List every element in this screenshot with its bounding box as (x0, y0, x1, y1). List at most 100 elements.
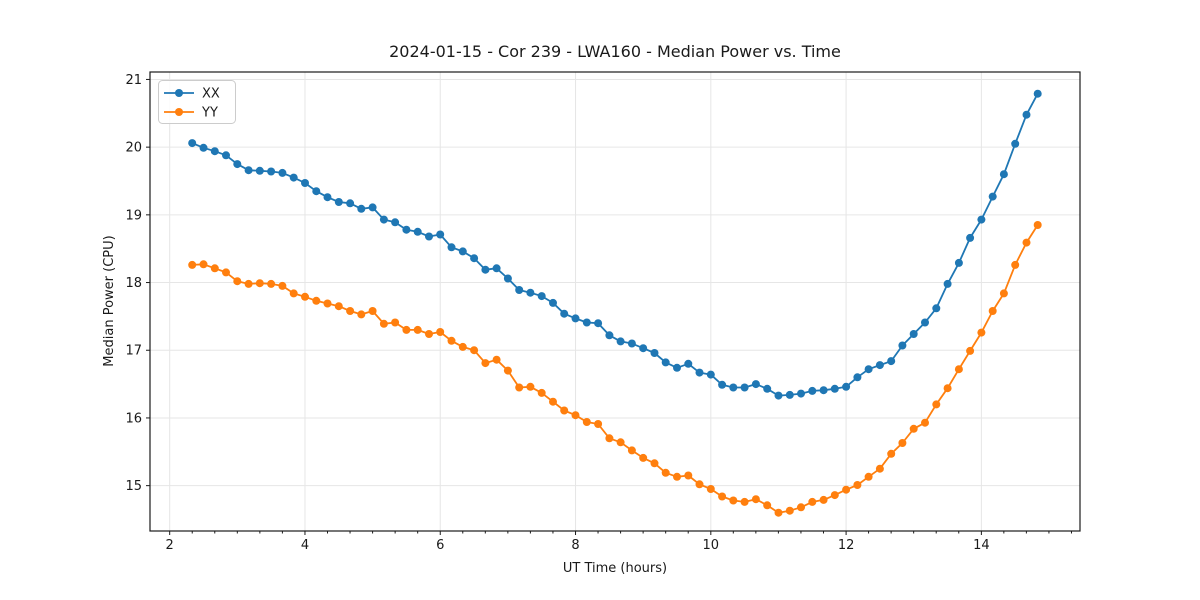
data-point-yy (605, 434, 614, 443)
data-point-yy (458, 342, 467, 351)
data-point-xx (560, 309, 569, 318)
data-point-yy (357, 310, 366, 319)
data-point-yy (639, 453, 648, 462)
data-point-xx (425, 232, 433, 241)
data-point-yy (650, 459, 659, 468)
data-point-yy (301, 292, 309, 301)
data-point-xx (898, 341, 907, 350)
data-point-xx (706, 370, 715, 379)
data-point-yy (921, 418, 929, 427)
data-point-xx (233, 160, 242, 169)
legend-label-xx: XX (202, 87, 220, 102)
data-point-yy (740, 497, 749, 506)
data-point-xx (402, 225, 411, 234)
y-tick-label-19: 19 (125, 208, 142, 223)
data-point-xx (334, 198, 343, 206)
data-point-yy (898, 439, 907, 447)
data-point-xx (526, 288, 535, 297)
data-point-yy (334, 302, 343, 311)
data-point-xx (763, 384, 772, 393)
data-point-xx (887, 357, 896, 366)
data-point-yy (391, 318, 400, 327)
x-tick-label-2: 2 (166, 538, 174, 553)
y-tick-label-18: 18 (125, 276, 142, 291)
data-point-yy (436, 328, 445, 336)
data-point-xx (954, 258, 963, 267)
y-tick-label-15: 15 (125, 479, 142, 494)
data-point-xx (639, 344, 648, 353)
data-point-yy (751, 495, 760, 504)
data-point-xx (695, 368, 704, 377)
data-point-yy (255, 279, 264, 288)
data-point-xx (819, 386, 828, 395)
data-point-xx (582, 318, 591, 327)
data-point-yy (718, 492, 727, 501)
series-line-xx (191, 92, 1039, 397)
data-point-yy (627, 446, 636, 455)
data-point-yy (188, 260, 197, 269)
data-point-yy (1011, 260, 1020, 269)
data-point-xx (571, 314, 580, 323)
data-point-xx (436, 230, 445, 239)
data-point-xx (774, 391, 783, 400)
data-point-yy (233, 277, 242, 286)
data-point-yy (560, 406, 569, 415)
data-point-xx (1033, 89, 1042, 98)
x-tick-label-10: 10 (703, 538, 720, 553)
data-point-yy (988, 307, 997, 315)
data-point-xx (379, 215, 388, 224)
data-point-yy (447, 336, 456, 345)
data-point-xx (289, 173, 298, 182)
series-layer (188, 89, 1042, 517)
data-point-xx (921, 318, 929, 327)
data-point-xx (616, 337, 625, 346)
data-point-xx (999, 170, 1008, 179)
data-point-xx (605, 331, 614, 340)
x-tick-label-12: 12 (838, 538, 855, 553)
data-point-yy (864, 472, 873, 481)
x-tick-label-6: 6 (436, 538, 444, 553)
chart-title: 2024-01-15 - Cor 239 - LWA160 - Median P… (389, 42, 841, 61)
data-point-yy (323, 299, 332, 308)
data-point-xx (458, 247, 467, 256)
data-point-yy (706, 485, 715, 493)
data-point-xx (244, 166, 253, 175)
data-point-yy (842, 485, 851, 494)
data-point-yy (943, 384, 952, 393)
data-point-yy (763, 501, 772, 510)
data-point-yy (954, 365, 963, 374)
data-point-xx (413, 227, 422, 236)
data-point-xx (357, 204, 366, 213)
data-point-yy (503, 366, 512, 375)
data-point-xx (503, 274, 512, 283)
data-point-xx (673, 363, 681, 372)
data-point-xx (932, 304, 941, 313)
data-point-xx (650, 349, 659, 357)
grid-layer (150, 72, 1080, 531)
data-point-yy (413, 325, 422, 334)
data-point-xx (842, 382, 851, 391)
data-point-xx (830, 384, 839, 393)
data-point-xx (853, 373, 862, 382)
data-point-yy (695, 480, 704, 489)
data-point-yy (977, 328, 986, 337)
data-point-yy (470, 346, 479, 355)
data-point-yy (661, 468, 670, 477)
data-point-xx (312, 187, 321, 196)
data-point-xx (864, 365, 873, 374)
data-point-xx (684, 359, 693, 368)
data-point-yy (875, 464, 884, 473)
x-tick-label-8: 8 (571, 538, 579, 553)
data-point-xx (740, 383, 749, 392)
data-point-yy (673, 472, 681, 481)
data-point-xx (391, 218, 400, 227)
data-point-yy (244, 279, 253, 288)
data-point-yy (774, 508, 783, 517)
data-point-yy (616, 438, 625, 447)
data-point-yy (210, 264, 219, 273)
data-point-xx (966, 233, 975, 242)
data-point-xx (368, 203, 377, 212)
data-point-yy (808, 497, 817, 506)
x-tick-label-4: 4 (301, 538, 309, 553)
data-point-xx (797, 389, 805, 398)
